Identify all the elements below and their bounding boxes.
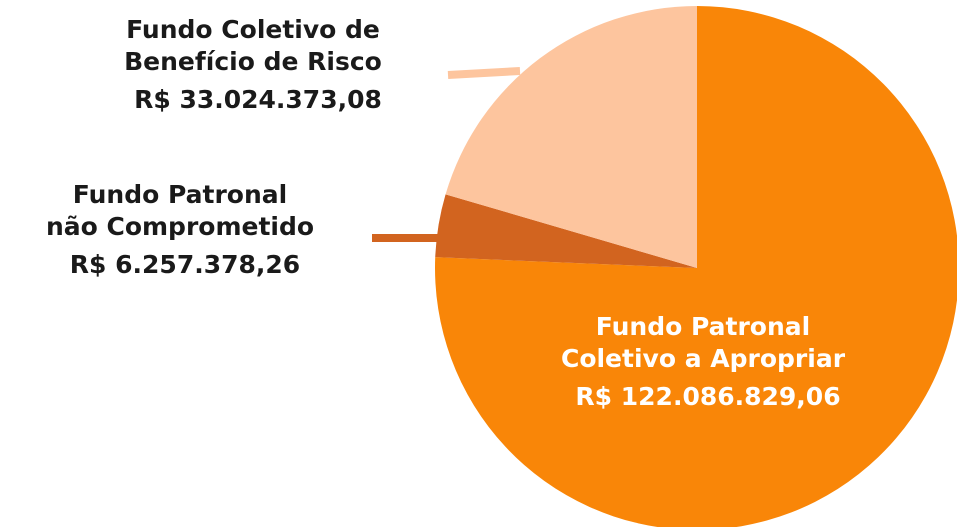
slice-label: Fundo Patronal: [596, 312, 810, 341]
slice-label: não Comprometido: [46, 212, 314, 241]
slice-label: Fundo Coletivo de: [126, 15, 380, 44]
pie-slice: [445, 6, 697, 268]
leader-line: [447, 67, 521, 79]
slice-label: Benefício de Risco: [124, 47, 382, 76]
value-label: R$ 122.086.829,06: [575, 382, 840, 411]
slice-label: Fundo Patronal: [73, 180, 287, 209]
value-label: R$ 6.257.378,26: [70, 250, 300, 279]
pie-slice: [435, 6, 957, 527]
slice-label: Coletivo a Apropriar: [561, 344, 846, 373]
pie-slice: [435, 194, 697, 268]
value-label: R$ 33.024.373,08: [134, 85, 382, 114]
